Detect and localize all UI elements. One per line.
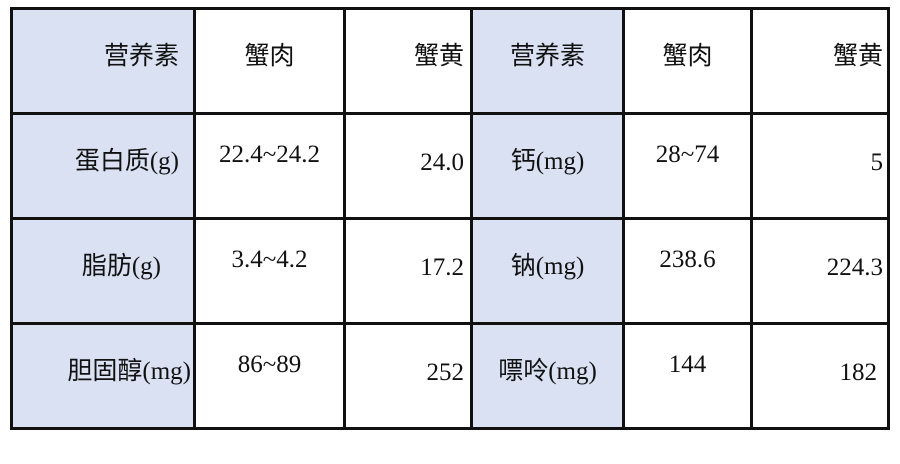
cell-crab-roe-2: 224.3 — [750, 217, 890, 325]
header-crab-meat: 蟹肉 — [193, 7, 346, 115]
cell-crab-meat: 22.4~24.2 — [193, 112, 346, 220]
cell-crab-meat: 86~89 — [193, 322, 346, 430]
cell-nutrient-2: 钙(mg) — [470, 112, 625, 220]
table-row: 胆固醇(mg) 86~89 252 嘌呤(mg) 144 182 — [10, 322, 890, 430]
header-nutrient-2: 营养素 — [470, 7, 625, 115]
cell-crab-roe-2: 182 — [750, 322, 890, 430]
cell-nutrient: 胆固醇(mg) — [10, 322, 196, 430]
cell-crab-meat-2: 144 — [622, 322, 753, 430]
cell-nutrient: 蛋白质(g) — [10, 112, 196, 220]
nutrition-table: 营养素 蟹肉 蟹黄 营养素 蟹肉 蟹黄 蛋白质(g) 22.4~24.2 24.… — [10, 7, 890, 430]
cell-crab-roe: 24.0 — [343, 112, 473, 220]
cell-crab-roe: 17.2 — [343, 217, 473, 325]
cell-crab-roe: 252 — [343, 322, 473, 430]
header-crab-meat-2: 蟹肉 — [622, 7, 753, 115]
header-crab-roe-2: 蟹黄 — [750, 7, 890, 115]
header-nutrient: 营养素 — [10, 7, 196, 115]
cell-crab-meat: 3.4~4.2 — [193, 217, 346, 325]
cell-nutrient: 脂肪(g) — [10, 217, 196, 325]
cell-nutrient-2: 嘌呤(mg) — [470, 322, 625, 430]
table-row: 脂肪(g) 3.4~4.2 17.2 钠(mg) 238.6 224.3 — [10, 217, 890, 325]
header-crab-roe: 蟹黄 — [343, 7, 473, 115]
table-header-row: 营养素 蟹肉 蟹黄 营养素 蟹肉 蟹黄 — [10, 7, 890, 115]
cell-crab-roe-2: 5 — [750, 112, 890, 220]
cell-crab-meat-2: 238.6 — [622, 217, 753, 325]
cell-crab-meat-2: 28~74 — [622, 112, 753, 220]
table-row: 蛋白质(g) 22.4~24.2 24.0 钙(mg) 28~74 5 — [10, 112, 890, 220]
cell-nutrient-2: 钠(mg) — [470, 217, 625, 325]
